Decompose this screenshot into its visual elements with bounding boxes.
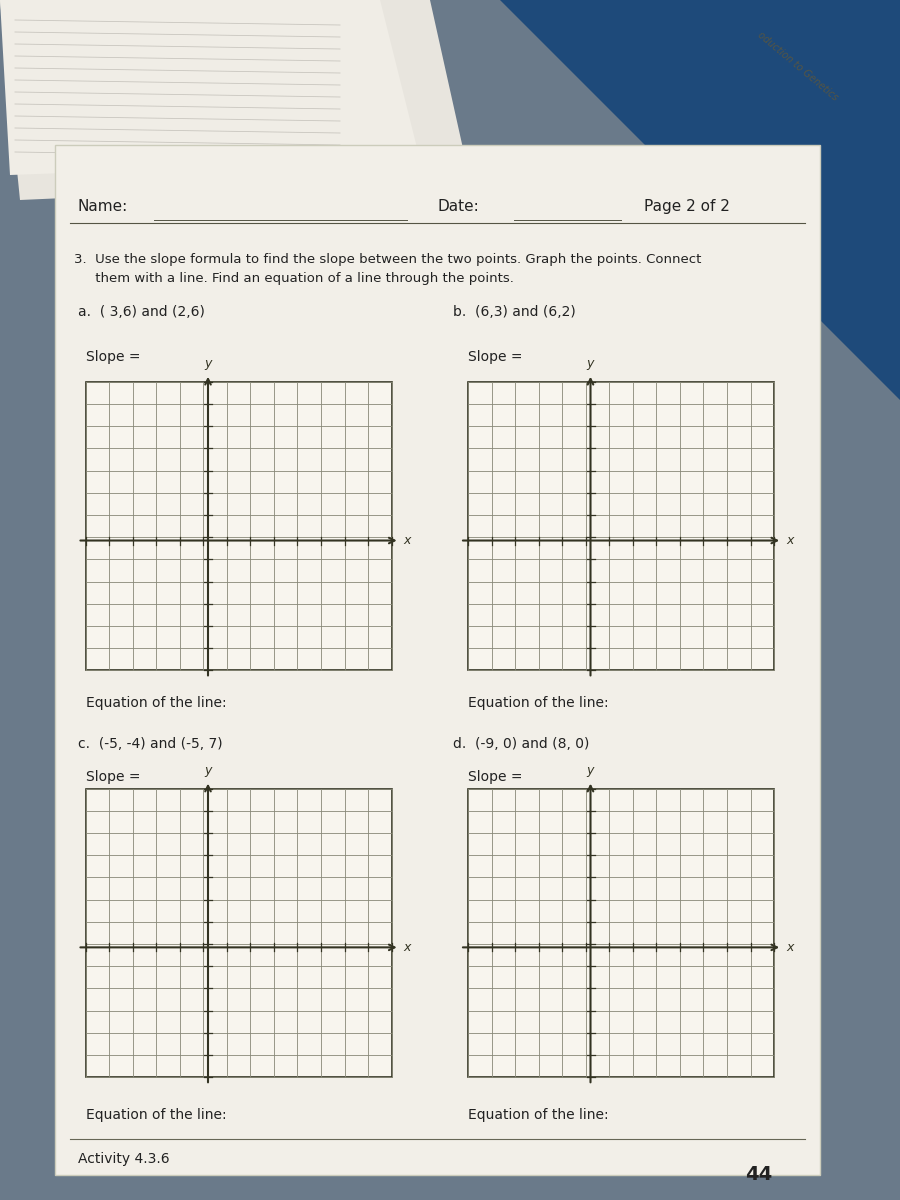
Text: d.  (-9, 0) and (8, 0): d. (-9, 0) and (8, 0) bbox=[453, 737, 590, 751]
Text: y: y bbox=[587, 356, 594, 370]
Text: oduction to Genetics: oduction to Genetics bbox=[756, 30, 840, 103]
Text: Equation of the line:: Equation of the line: bbox=[86, 1108, 226, 1122]
Text: 44: 44 bbox=[745, 1165, 772, 1183]
Text: Activity 4.3.6: Activity 4.3.6 bbox=[78, 1152, 169, 1166]
Text: them with a line. Find an equation of a line through the points.: them with a line. Find an equation of a … bbox=[74, 271, 514, 284]
Text: 3.  Use the slope formula to find the slope between the two points. Graph the po: 3. Use the slope formula to find the slo… bbox=[74, 253, 701, 266]
Text: Page 2 of 2: Page 2 of 2 bbox=[644, 199, 730, 215]
Text: x: x bbox=[403, 534, 411, 547]
Text: y: y bbox=[204, 356, 212, 370]
Text: Date:: Date: bbox=[437, 199, 479, 215]
Text: a.  ( 3,6) and (2,6): a. ( 3,6) and (2,6) bbox=[78, 305, 205, 319]
Text: x: x bbox=[403, 941, 411, 954]
Bar bbox=[468, 788, 774, 1078]
Text: b.  (6,3) and (6,2): b. (6,3) and (6,2) bbox=[453, 305, 576, 319]
Text: Slope =: Slope = bbox=[86, 769, 140, 784]
Bar bbox=[55, 145, 820, 1175]
Bar bbox=[86, 788, 392, 1078]
Polygon shape bbox=[500, 0, 900, 400]
Text: y: y bbox=[587, 763, 594, 776]
Text: Slope =: Slope = bbox=[468, 769, 523, 784]
Text: x: x bbox=[786, 941, 794, 954]
Text: Slope =: Slope = bbox=[468, 350, 523, 365]
Polygon shape bbox=[0, 0, 470, 200]
Bar bbox=[86, 382, 392, 671]
Text: c.  (-5, -4) and (-5, 7): c. (-5, -4) and (-5, 7) bbox=[78, 737, 222, 751]
Text: Equation of the line:: Equation of the line: bbox=[468, 1108, 608, 1122]
Polygon shape bbox=[0, 0, 420, 175]
Text: Equation of the line:: Equation of the line: bbox=[86, 696, 226, 710]
Text: Slope =: Slope = bbox=[86, 350, 140, 365]
Text: x: x bbox=[786, 534, 794, 547]
Text: y: y bbox=[204, 763, 212, 776]
Bar bbox=[468, 382, 774, 671]
Text: Equation of the line:: Equation of the line: bbox=[468, 696, 608, 710]
Text: Name:: Name: bbox=[78, 199, 128, 215]
